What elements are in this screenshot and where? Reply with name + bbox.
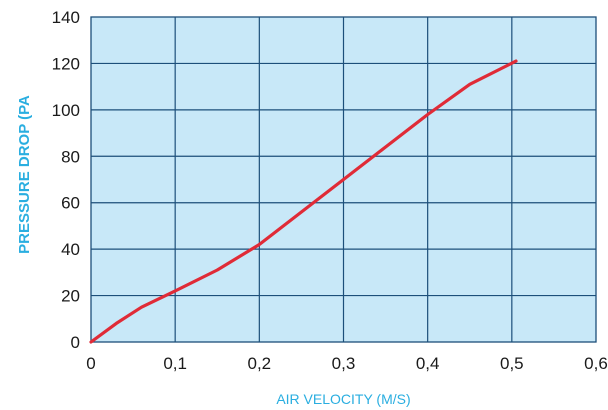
y-tick-label: 80 bbox=[61, 147, 80, 166]
y-tick-label: 20 bbox=[61, 287, 80, 306]
y-tick-label: 120 bbox=[52, 54, 80, 73]
y-axis-title: PRESSURE DROP (PA bbox=[16, 95, 33, 254]
y-tick-label: 0 bbox=[71, 333, 80, 352]
y-tick-labels: 0 20 40 60 80 100 120 140 bbox=[52, 8, 80, 352]
x-tick-label: 0 bbox=[86, 354, 95, 373]
y-tick-label: 140 bbox=[52, 8, 80, 27]
x-tick-label: 0,5 bbox=[500, 354, 524, 373]
x-axis-title: AIR VELOCITY (M/S) bbox=[276, 391, 410, 407]
series-line bbox=[89, 59, 518, 344]
x-tick-label: 0,2 bbox=[248, 354, 272, 373]
x-tick-label: 0,6 bbox=[584, 354, 608, 373]
y-tick-label: 40 bbox=[61, 240, 80, 259]
y-tick-label: 100 bbox=[52, 101, 80, 120]
grid-lines bbox=[91, 17, 596, 342]
y-tick-label: 60 bbox=[61, 194, 80, 213]
x-tick-labels: 0 0,1 0,2 0,3 0,4 0,5 0,6 bbox=[86, 354, 608, 373]
x-tick-label: 0,1 bbox=[163, 354, 187, 373]
x-tick-label: 0,3 bbox=[332, 354, 356, 373]
x-tick-label: 0,4 bbox=[416, 354, 440, 373]
